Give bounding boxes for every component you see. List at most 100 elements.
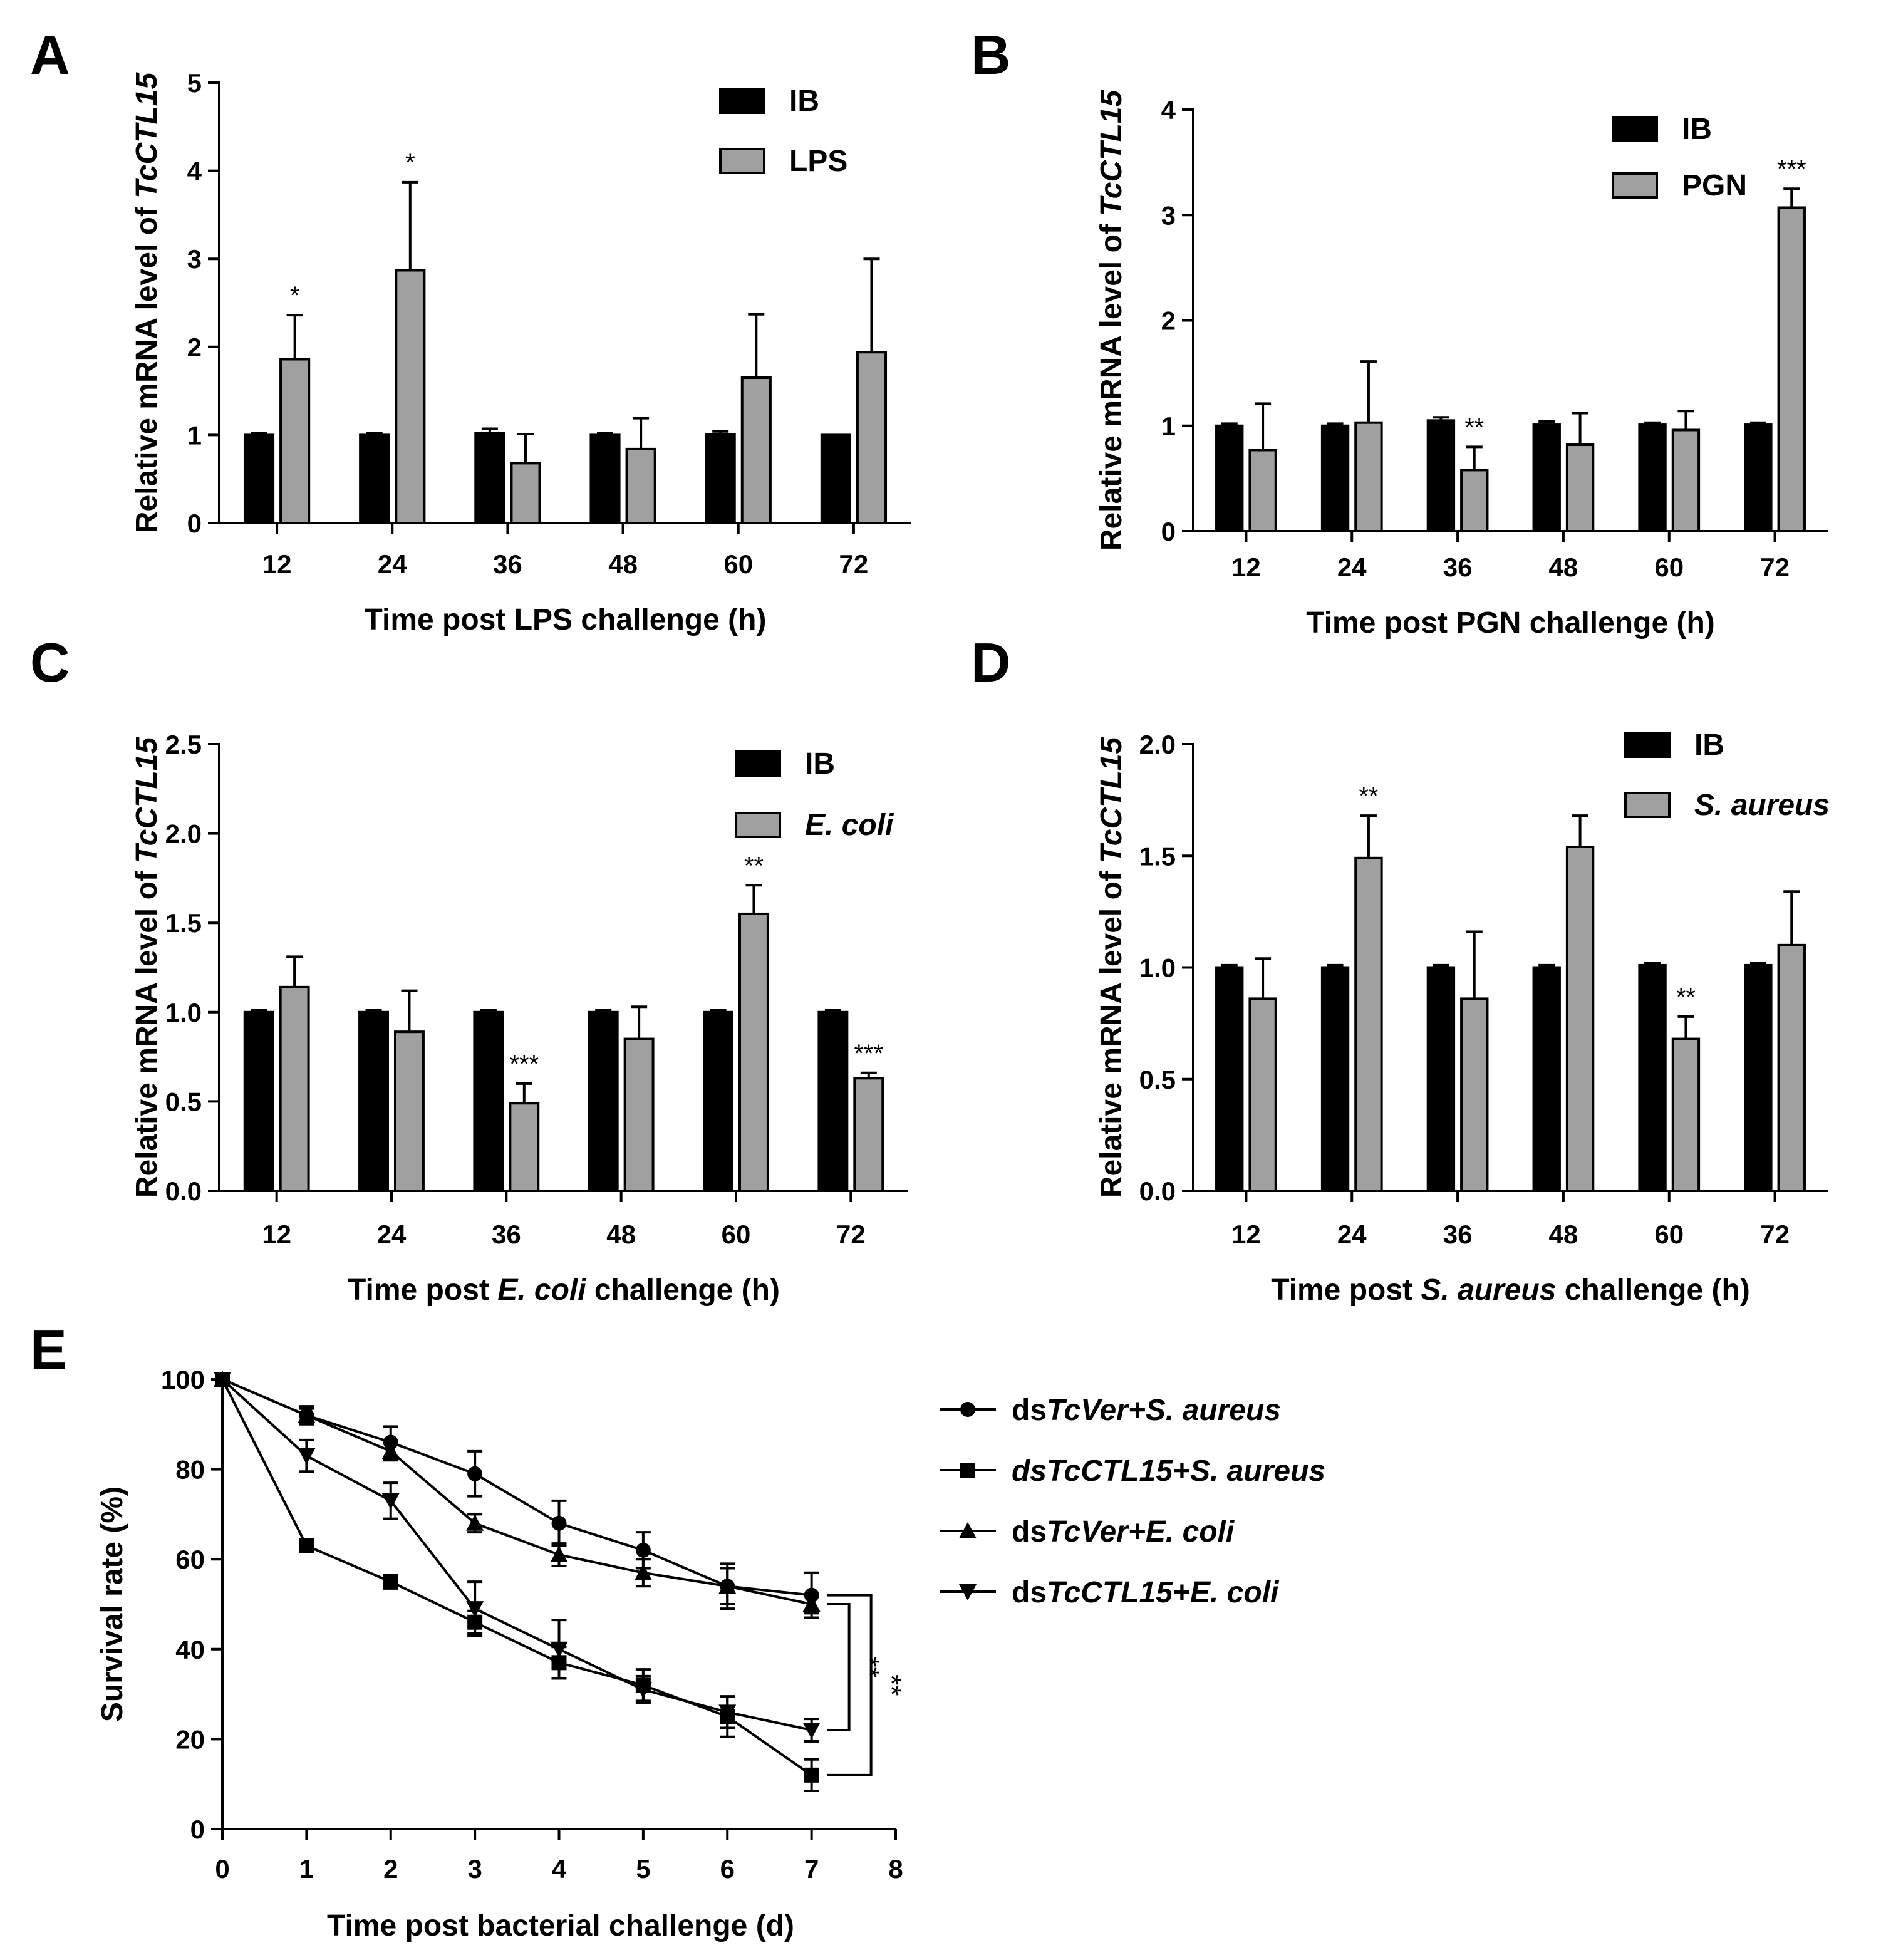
x-tick-label: 36 — [492, 1220, 521, 1249]
y-tick-label: 60 — [175, 1545, 205, 1574]
y-axis-title-prefix: Relative mRNA level of — [1095, 863, 1128, 1198]
panel-c: C 0.0 0.5 1.0 1.5 2.0 2.5 12 24 36 *** 48 60 ** 72 *** R… — [30, 631, 908, 1307]
y-tick-label: 0.0 — [1139, 1176, 1176, 1206]
significance-marker: * — [405, 149, 415, 177]
bar-treatment — [1248, 449, 1277, 533]
x-tick-label: 60 — [723, 549, 753, 579]
x-tick-label: 3 — [467, 1854, 482, 1884]
series-line-1 — [221, 1379, 812, 1776]
bar-treatment — [510, 462, 541, 525]
data-point — [550, 1546, 568, 1563]
y-tick-label: 0.5 — [1139, 1065, 1176, 1094]
y-tick-label: 1.5 — [165, 908, 202, 938]
data-point — [718, 1577, 737, 1594]
y-tick-label: 40 — [175, 1635, 205, 1664]
legend-label-treatment: E. coli — [805, 809, 894, 842]
x-tick-label: 36 — [493, 549, 522, 579]
x-tick-label: 48 — [1549, 1220, 1578, 1249]
data-point — [804, 1767, 819, 1783]
bar-treatment — [740, 376, 772, 525]
y-axis-title-gene: TcCTL15 — [130, 737, 163, 863]
bar-ib — [820, 433, 851, 525]
y-tick-label: 3 — [1161, 200, 1176, 230]
panel-letter-c: C — [30, 631, 70, 693]
bar-ib — [1215, 424, 1244, 532]
x-tick-label: 60 — [1654, 1220, 1684, 1249]
data-point — [298, 1448, 316, 1465]
data-point — [467, 1466, 483, 1481]
y-tick-label: 20 — [175, 1724, 205, 1754]
x-tick-label: 48 — [608, 549, 638, 579]
x-axis-title-agent: LPS — [514, 603, 573, 636]
x-axis-title: Time post E. coli challenge (h) — [348, 1273, 780, 1307]
y-axis-title-prefix: Relative mRNA level of — [1095, 216, 1128, 551]
legend-marker — [960, 1463, 975, 1478]
x-axis-title: Time post PGN challenge (h) — [1306, 606, 1715, 640]
bar-ib — [703, 1010, 734, 1193]
legend-label-text: LPS — [789, 145, 847, 178]
legend-swatch-ib — [1624, 732, 1671, 758]
legend-label-part: ds — [1012, 1576, 1047, 1609]
legend-swatch-ib — [1612, 116, 1658, 142]
significance-bracket — [827, 1594, 873, 1776]
y-tick-label: 2 — [1161, 306, 1176, 336]
x-tick-label: 6 — [720, 1854, 735, 1884]
bar-ib — [1744, 423, 1773, 532]
panel-letter-b: B — [971, 24, 1011, 86]
bar-treatment — [1777, 943, 1806, 1192]
panel-letter-a: A — [30, 24, 70, 86]
legend-label-series-2: dsTcVer+E. coli — [1012, 1515, 1235, 1548]
significance-marker: *** — [854, 1040, 883, 1067]
data-point — [214, 1372, 231, 1388]
bar-ib — [705, 432, 736, 525]
bar-ib — [1320, 966, 1350, 1192]
x-tick-label: 2 — [383, 1854, 398, 1884]
legend-label-part: +E. coli — [1128, 1515, 1235, 1548]
legend-label-text: IB — [805, 747, 835, 780]
legend-label-text: IB — [1694, 729, 1724, 762]
bar-ib — [358, 1010, 389, 1193]
y-tick-label: 2 — [187, 333, 202, 362]
legend-label-text: IB — [1682, 113, 1712, 146]
bar-ib — [473, 1010, 504, 1193]
bar-ib — [1744, 963, 1773, 1193]
y-axis-title-prefix: Relative mRNA level of — [130, 199, 163, 533]
y-tick-label: 1.5 — [1139, 841, 1176, 871]
legend-label-treatment: LPS — [789, 145, 847, 178]
legend-label-part: ds — [1012, 1394, 1047, 1427]
bar-ib — [243, 433, 275, 525]
legend-label-ib: IB — [1694, 729, 1724, 762]
y-tick-label: 5 — [187, 68, 202, 98]
significance-marker: *** — [1777, 155, 1806, 183]
legend-marker — [959, 1584, 977, 1600]
legend-label-ib: IB — [805, 747, 835, 780]
bar-treatment — [395, 269, 426, 524]
legend-label-part: +S. aureus — [1128, 1394, 1281, 1427]
bar-treatment — [1565, 845, 1595, 1192]
x-tick-label: 12 — [262, 1220, 291, 1249]
x-axis-title-prefix: Time post — [1271, 1273, 1421, 1307]
x-tick-label: 72 — [1760, 552, 1790, 582]
bar-ib — [1215, 966, 1244, 1192]
legend-marker — [959, 1522, 977, 1538]
legend-label-text: S. aureus — [1694, 789, 1830, 822]
x-tick-label: 1 — [299, 1854, 314, 1884]
x-axis-title-agent: E. coli — [497, 1273, 587, 1307]
x-axis-title-agent: PGN — [1456, 606, 1521, 640]
legend-label-ib: IB — [1682, 113, 1712, 146]
x-axis-title-suffix: challenge (h) — [1521, 606, 1714, 640]
legend-swatch-treatment — [735, 812, 781, 838]
significance-marker: ** — [744, 852, 764, 879]
bar-ib — [1638, 423, 1667, 532]
legend-label-series-3: dsTcCTL15+E. coli — [1012, 1576, 1280, 1609]
data-point — [298, 1406, 316, 1423]
data-point — [802, 1723, 821, 1740]
legend-marker — [960, 1402, 975, 1417]
x-tick-label: 4 — [552, 1854, 567, 1884]
legend-label-text: PGN — [1682, 169, 1747, 202]
x-axis-title-agent: S. aureus — [1421, 1273, 1556, 1307]
